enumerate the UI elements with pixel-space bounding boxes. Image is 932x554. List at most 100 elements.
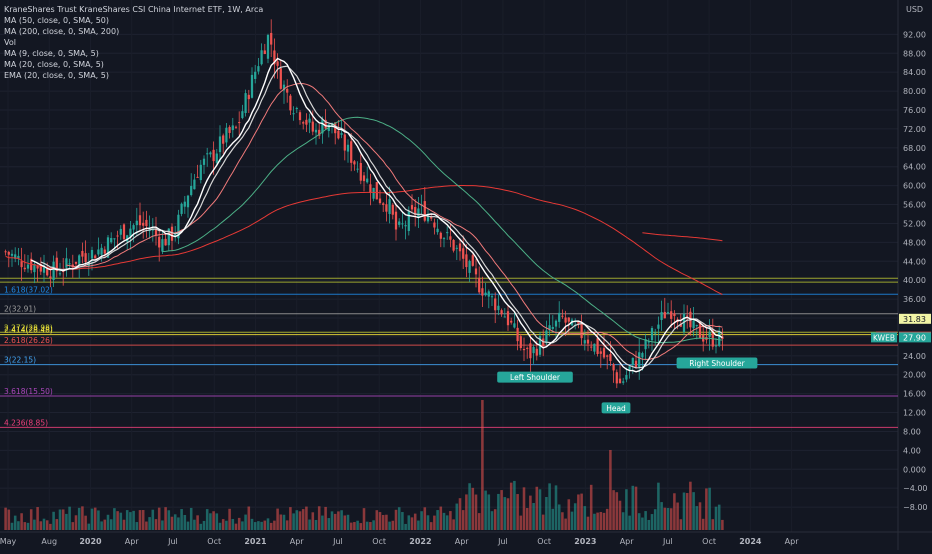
candle-body [244,93,247,114]
candle-body [273,50,276,65]
volume-bar [231,518,235,530]
candle-body [298,112,302,121]
volume-bar [276,508,279,530]
price-tick-label: 0.000 [903,465,926,474]
volume-bar [612,490,615,530]
volume-bar [199,523,203,530]
volume-bar [701,518,705,530]
volume-bar [721,519,724,530]
volume-bar [269,522,273,530]
candle-body [497,305,500,311]
candle-body [714,345,718,347]
candle-body [366,178,369,183]
candle-body [266,34,270,59]
volume-bar [202,520,206,530]
candle-body [65,258,68,268]
time-tick-label: 2024 [739,537,762,546]
candle-body [586,339,590,344]
volume-bar [410,517,414,530]
candle-body [55,257,58,272]
volume-bar [570,511,574,530]
candle-body [462,248,465,259]
candle-body [711,329,714,347]
volume-bar [295,510,299,530]
volume-bar [506,498,510,530]
volume-bar [586,516,590,530]
candle-body [231,125,234,131]
legend-ma200: MA (200, close, 0, SMA, 200) [4,27,120,36]
candle-body [302,122,305,124]
volume-bar [449,511,452,530]
candle-body [193,179,196,190]
candle-body [247,94,250,100]
candle-body [78,255,81,265]
volume-bar [481,400,484,530]
candle-body [372,187,375,199]
volume-bar [490,511,494,530]
pattern-annotation-box [676,357,758,369]
price-tick-label: 44.00 [903,257,926,266]
volume-bar [413,513,417,530]
volume-bar [532,503,535,530]
candle-body [599,351,602,354]
volume-bar [362,508,366,530]
legend-vol: Vol [4,38,16,47]
candle-body [391,204,394,215]
candle-body [174,234,177,236]
volume-bar [417,520,420,530]
volume-bar [615,492,619,530]
volume-bar [241,521,244,530]
volume-bar [212,511,215,530]
volume-bar [625,489,628,530]
volume-bar [551,508,555,530]
candle-body [170,226,174,241]
price-tick-label: 48.00 [903,238,926,247]
volume-bar [109,519,113,530]
volume-bar [161,520,164,530]
candle-body [612,364,615,371]
volume-bar [602,512,606,530]
time-tick-label: Oct [372,537,386,546]
volume-bar [61,509,65,530]
candle-body [590,346,593,348]
candle-body [606,355,609,357]
volume-bar [567,499,571,530]
volume-bar [132,510,135,530]
fib-level-label: 2.618(26.26) [4,336,53,345]
volume-bar [343,515,347,530]
volume-bar [695,506,699,530]
volume-bar [381,515,385,530]
volume-bar [154,519,158,530]
candle-body [289,95,292,111]
candle-body [4,251,7,253]
volume-bar [401,512,404,530]
volume-bar [637,513,641,530]
volume-bar [666,507,670,530]
candle-body [142,222,145,226]
volume-bar [369,522,372,530]
volume-bar [17,521,20,530]
volume-bar [458,498,462,530]
price-tick-label: 24.00 [903,352,926,361]
candle-body [481,288,484,296]
volume-bar [324,506,327,530]
time-tick-label: Jul [662,537,673,546]
volume-bar [445,515,449,530]
price-tick-label: 56.00 [903,201,926,210]
volume-bar [577,494,580,530]
candle-body [321,119,324,134]
volume-bar [164,507,167,530]
chart-legend: KraneShares Trust KraneShares CSI China … [4,4,263,81]
volume-bar [420,511,423,530]
volume-bar [717,504,721,530]
volume-bar [644,511,647,530]
volume-bar [23,522,27,530]
candle-body [382,203,385,205]
candle-body [580,322,583,339]
candle-body [618,378,622,384]
volume-bar [589,484,593,530]
volume-group [4,400,724,530]
volume-bar [426,515,430,530]
